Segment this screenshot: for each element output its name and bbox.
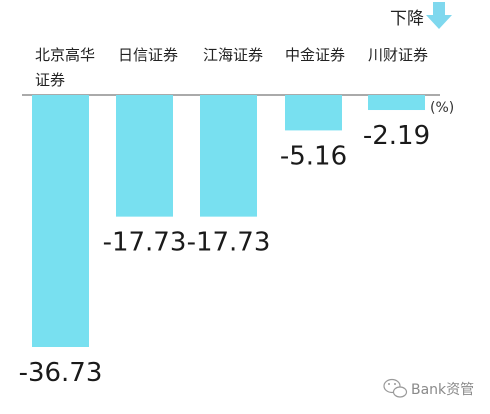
chart-legend: 下降 [390,2,452,29]
category-label-1: 北京高华证券 [35,46,95,89]
bar-3 [200,95,257,217]
value-label-1: -36.73 [19,358,103,388]
value-label-3: -17.73 [187,228,271,258]
watermark: Bank资管 [383,378,474,398]
category-label-3: 江海证券 [203,46,263,64]
watermark-text: Bank资管 [411,382,474,398]
value-label-4: -5.16 [280,141,347,171]
chart-category-labels: 北京高华证券 日信证券 江海证券 中金证券 川财证券 [35,46,428,89]
chart-value-labels: -36.73 -17.73 -17.73 -5.16 -2.19 [19,121,431,388]
bar-4 [285,95,342,131]
legend-label: 下降 [390,9,424,29]
value-label-2: -17.73 [103,228,187,258]
bar-1 [32,95,89,347]
bar-2 [116,95,173,217]
bar-5 [368,95,425,111]
down-arrow-icon [426,2,452,29]
unit-label: (%) [430,100,454,116]
chart-bars [32,95,425,347]
wechat-icon [383,378,408,398]
value-label-5: -2.19 [363,121,430,151]
category-label-4: 中金证券 [285,46,345,64]
category-label-5: 川财证券 [368,46,428,64]
category-label-2: 日信证券 [118,46,178,64]
